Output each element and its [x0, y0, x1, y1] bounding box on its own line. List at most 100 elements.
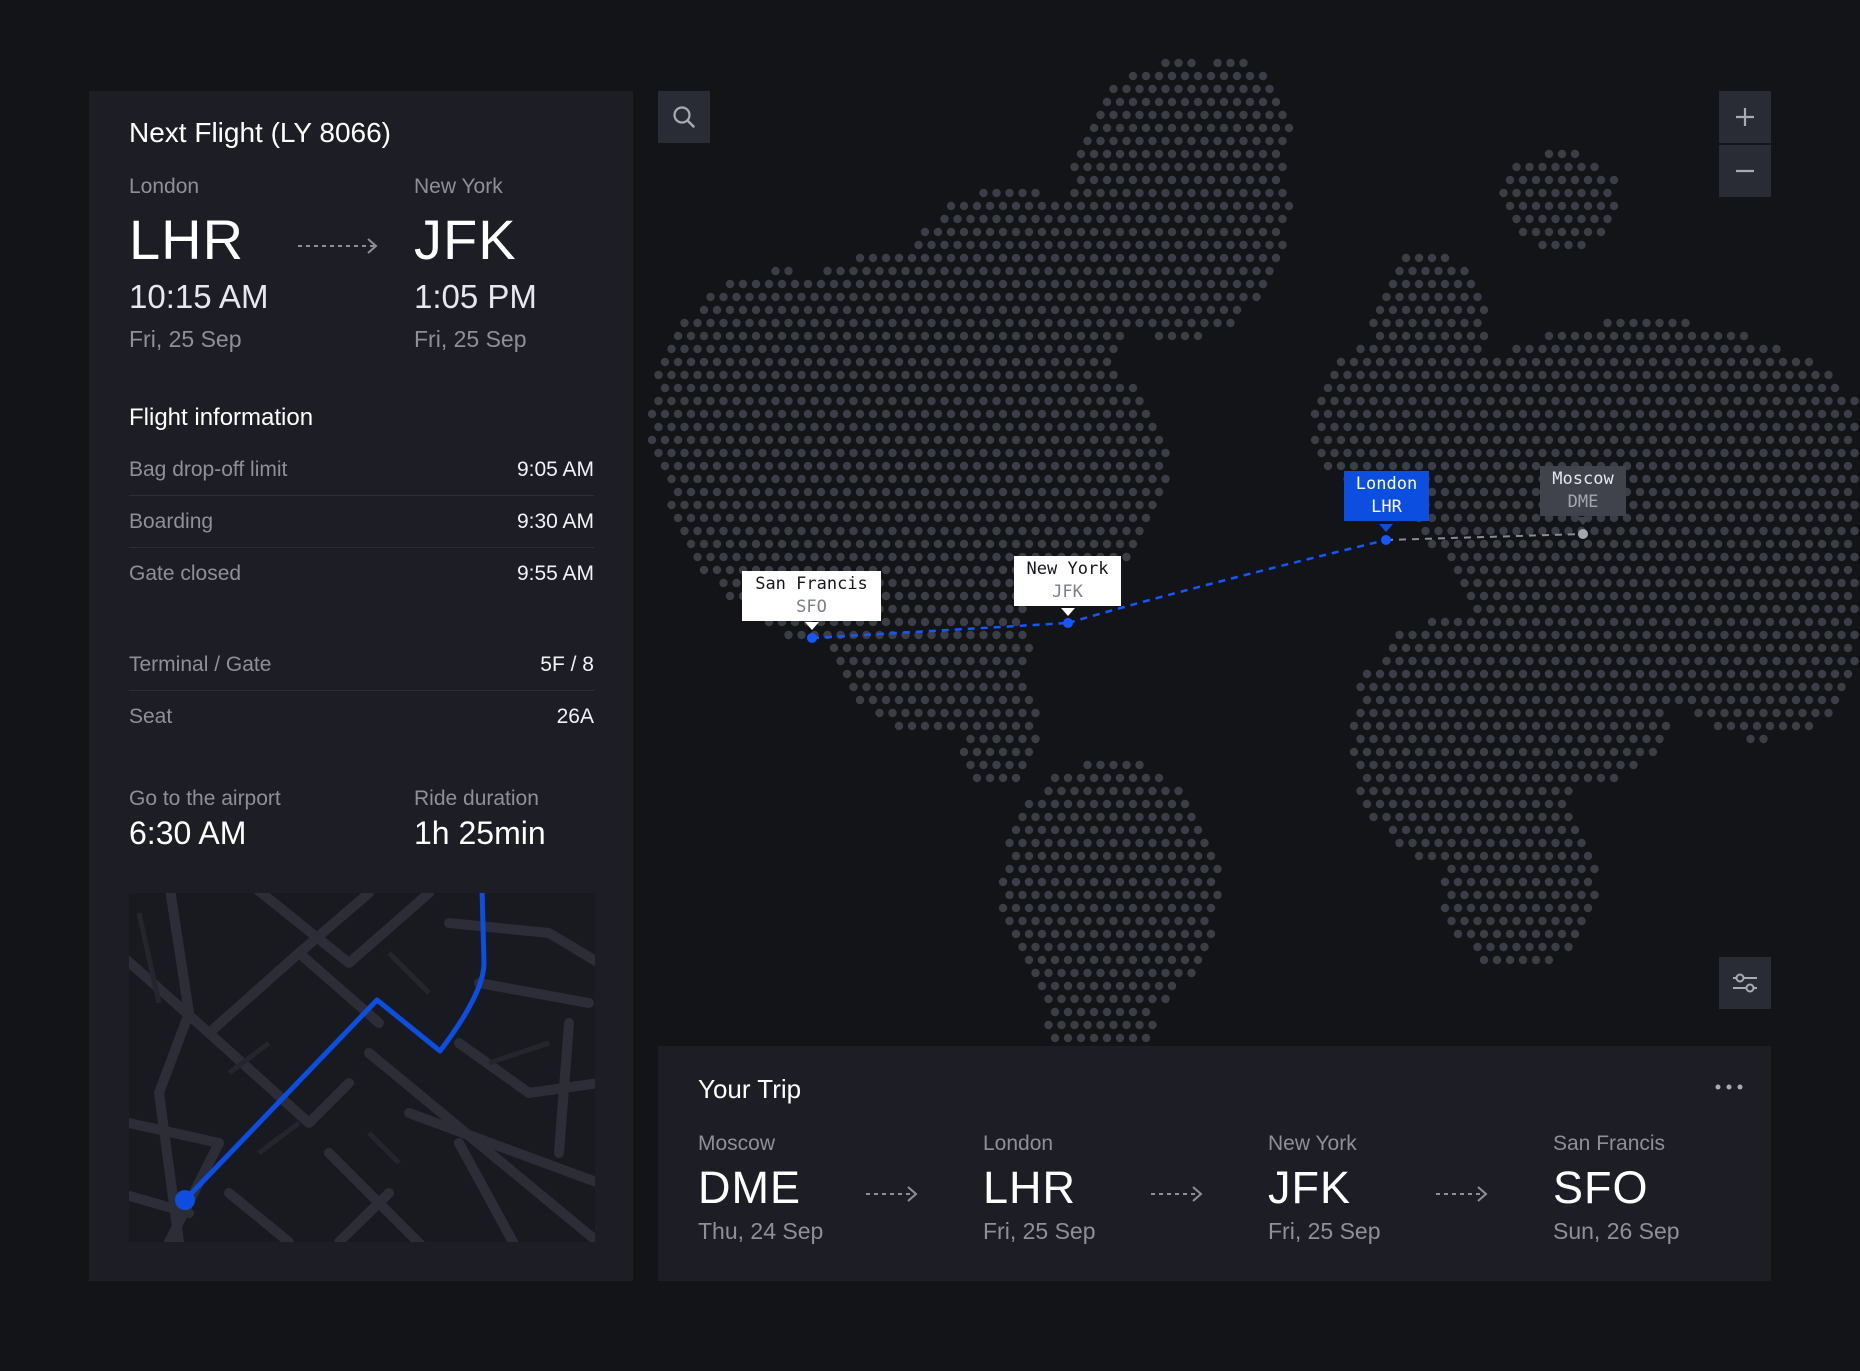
map-dot [1687, 435, 1697, 445]
map-dot [1473, 370, 1482, 380]
map-dot [1583, 591, 1593, 601]
map-dot [940, 214, 949, 224]
map-dot [1707, 370, 1716, 380]
map-dot [751, 539, 761, 549]
map-dot [693, 500, 702, 510]
map-dot [1707, 474, 1716, 484]
map-dot [1486, 604, 1495, 614]
trip-stop-lhr[interactable]: London LHR Fri, 25 Sep [983, 1132, 1096, 1245]
map-dot [1037, 929, 1047, 939]
map-dot [946, 461, 956, 471]
map-dot [810, 422, 819, 432]
map-dot [1609, 747, 1619, 757]
map-dot [1564, 916, 1573, 926]
map-dot [1141, 461, 1151, 471]
map-dot [1791, 565, 1801, 575]
trip-stop-jfk[interactable]: New York JFK Fri, 25 Sep [1268, 1132, 1381, 1245]
map-dot [810, 500, 819, 510]
map-dot [1544, 721, 1554, 731]
map-dot [842, 539, 852, 549]
map-dot [1128, 97, 1138, 107]
map-dot [1447, 500, 1456, 510]
map-dot [1492, 799, 1502, 809]
map-dot [1102, 981, 1112, 991]
trip-stop-dme[interactable]: Moscow DME Thu, 24 Sep [698, 1132, 823, 1245]
map-dot [1830, 409, 1840, 419]
map-dot [1265, 136, 1274, 146]
map-dot [1635, 331, 1645, 341]
map-dot [985, 383, 995, 393]
map-dot [1421, 682, 1430, 692]
map-dot [1531, 669, 1541, 679]
map-dot [1453, 331, 1463, 341]
map-dot [946, 513, 956, 523]
map-dot [881, 643, 891, 653]
map-tag-sfo[interactable]: San Francis SFO [742, 571, 881, 621]
map-dot [1622, 669, 1632, 679]
map-tag-jfk[interactable]: New York JFK [1014, 556, 1121, 606]
map-dot [1557, 747, 1567, 757]
map-dot [1538, 786, 1547, 796]
map-filter-button[interactable] [1719, 957, 1771, 1009]
map-dot [1700, 617, 1710, 627]
zoom-out-button[interactable] [1719, 145, 1771, 197]
map-dot [1466, 721, 1476, 731]
map-dot [881, 409, 891, 419]
zoom-in-button[interactable] [1719, 91, 1771, 143]
map-dot [1115, 123, 1125, 133]
map-dot [972, 591, 982, 601]
map-dot [927, 396, 936, 406]
map-dot [1187, 864, 1196, 874]
departure-time: 10:15 AM [129, 278, 269, 315]
map-dot [1629, 526, 1638, 536]
map-dot [1031, 318, 1040, 328]
map-dot [1382, 422, 1391, 432]
map-dot [1089, 175, 1099, 185]
map-dot [979, 214, 988, 224]
map-dot [1011, 357, 1021, 367]
map-dot [1187, 110, 1196, 120]
map-dot [1596, 435, 1606, 445]
map-dot [673, 357, 683, 367]
map-dot [699, 565, 709, 575]
map-dot [1661, 643, 1671, 653]
map-dot [699, 461, 709, 471]
map-dot [1018, 474, 1027, 484]
map-dot [1830, 383, 1840, 393]
map-dot [1746, 500, 1755, 510]
map-dot [1648, 409, 1658, 419]
map-dot [1245, 71, 1255, 81]
map-dot [1388, 279, 1398, 289]
map-dot [1369, 318, 1378, 328]
map-dot [1369, 760, 1378, 770]
map-dot [1271, 97, 1281, 107]
map-dot [1414, 357, 1424, 367]
map-dot [888, 448, 897, 458]
trip-stop-sfo[interactable]: San Francis SFO Sun, 26 Sep [1553, 1132, 1680, 1245]
map-dot [972, 747, 982, 757]
map-dot [712, 487, 722, 497]
map-dot [1083, 786, 1092, 796]
map-dot [1421, 318, 1430, 328]
map-dot [881, 513, 891, 523]
more-horizontal-icon[interactable] [1714, 1082, 1744, 1092]
map-dot [732, 422, 741, 432]
map-dot [1583, 175, 1593, 185]
map-dot [1739, 409, 1749, 419]
route-mini-map[interactable] [129, 893, 595, 1242]
map-dot [1538, 526, 1547, 536]
map-tag-dme[interactable]: Moscow DME [1540, 466, 1626, 516]
map-dot [1011, 669, 1021, 679]
map-dot [842, 461, 852, 471]
map-dot [1505, 799, 1515, 809]
map-dot [1226, 110, 1235, 120]
map-tag-lhr[interactable]: London LHR [1344, 471, 1429, 521]
map-dot [1122, 474, 1131, 484]
map-dot [1551, 370, 1560, 380]
map-dot [1369, 708, 1378, 718]
map-dot [1609, 565, 1619, 575]
search-button[interactable] [658, 91, 710, 143]
map-dot [1037, 279, 1047, 289]
map-dot [1096, 812, 1105, 822]
